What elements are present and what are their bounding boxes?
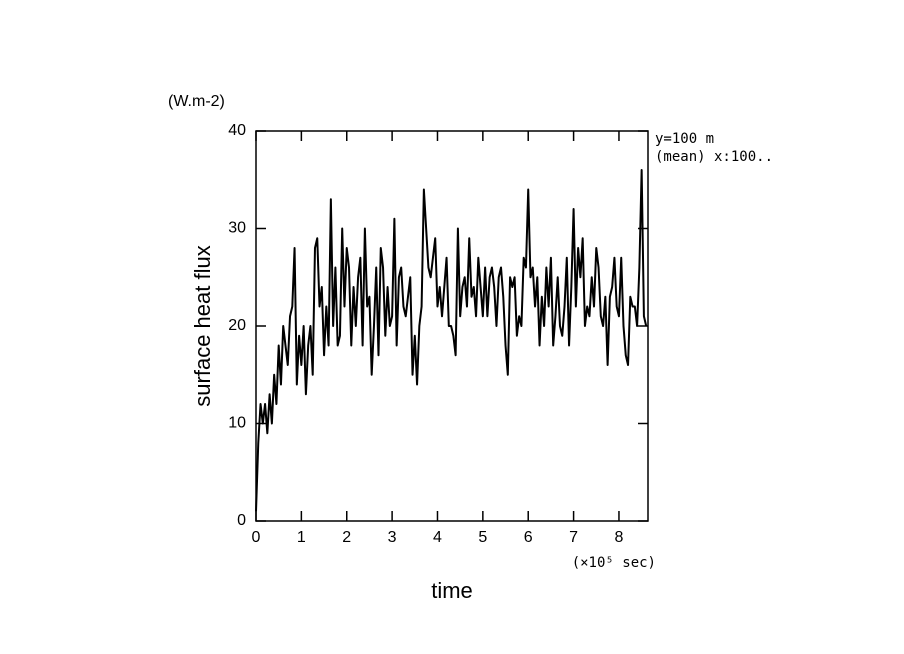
y-tick-label: 0 (237, 512, 246, 529)
x-tick-label: 6 (524, 529, 533, 546)
y-tick-label: 10 (228, 415, 246, 432)
x-tick-label: 1 (297, 529, 306, 546)
annotation: y=100 m (655, 131, 714, 147)
x-axis-label: time (431, 578, 473, 603)
y-unit: (W.m-2) (168, 93, 225, 110)
y-tick-label: 20 (228, 317, 246, 334)
x-tick-label: 2 (342, 529, 351, 546)
annotation: (mean) x:100.. (655, 149, 773, 165)
x-tick-label: 3 (388, 529, 397, 546)
y-tick-label: 40 (228, 122, 246, 139)
x-tick-label: 5 (478, 529, 487, 546)
y-tick-label: 30 (228, 220, 246, 237)
y-axis-label: surface heat flux (190, 245, 215, 406)
x-tick-label: 0 (252, 529, 261, 546)
x-unit: (×10⁵ sec) (572, 555, 656, 571)
x-tick-label: 8 (615, 529, 624, 546)
x-tick-label: 7 (569, 529, 578, 546)
x-tick-label: 4 (433, 529, 442, 546)
data-line (255, 169, 648, 512)
